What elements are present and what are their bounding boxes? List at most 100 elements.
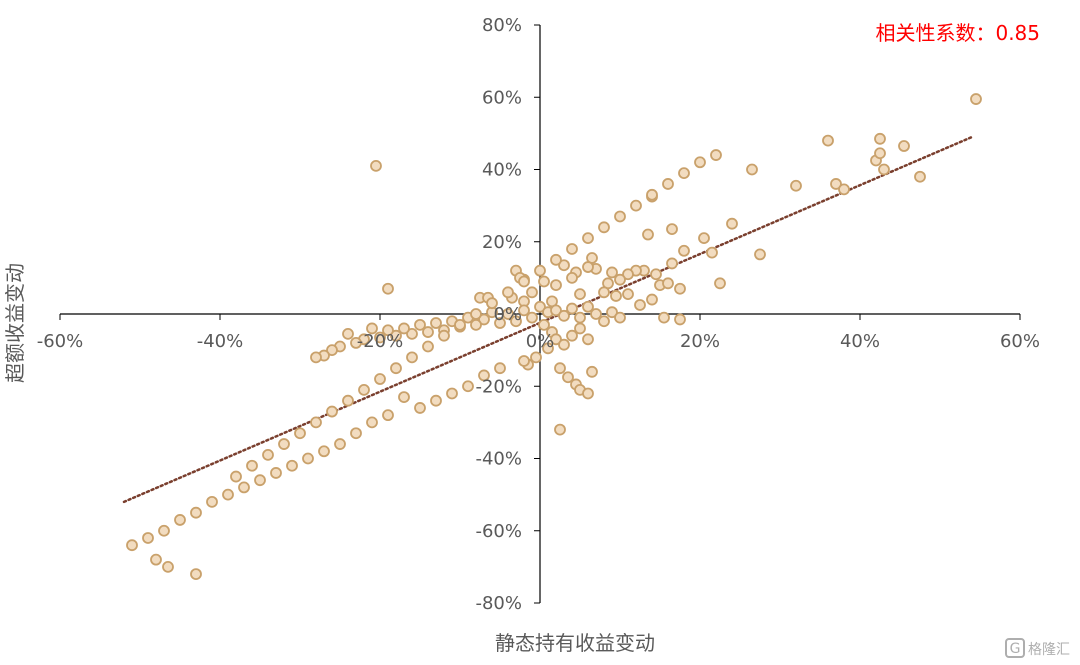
scatter-point [230,470,242,483]
x-tick-label: -40% [197,331,244,352]
scatter-point [462,380,474,393]
scatter-point [494,317,506,329]
y-tick-label: -20% [475,376,522,397]
scatter-point [270,467,282,479]
scatter-point [542,342,554,355]
y-tick-label: 40% [482,160,522,181]
trendline [122,135,974,504]
scatter-point [478,369,490,382]
scatter-point [510,315,522,328]
scatter-point [366,416,378,429]
watermark: G 格隆汇 [1005,638,1070,658]
scatter-point [382,409,394,422]
scatter-point [694,156,706,169]
scatter-point [574,322,586,335]
scatter-point [190,506,202,519]
scatter-point [790,179,802,192]
scatter-point [562,371,574,384]
scatter-point [566,302,578,315]
scatter-point [126,539,138,552]
scatter-point [898,140,910,152]
scatter-point [878,163,890,176]
y-tick-label: -60% [475,521,522,542]
scatter-point [370,159,382,172]
scatter-point [914,170,926,183]
scatter-point [550,253,562,266]
scatter-point [566,243,578,255]
scatter-point [326,405,338,418]
x-axis-title: 静态持有收益变动 [495,631,655,655]
scatter-point [438,329,450,342]
scatter-point [646,188,658,201]
scatter-point [598,315,610,328]
scatter-point [382,324,394,337]
points-group [126,93,982,580]
scatter-point [698,232,710,245]
scatter-point [554,362,566,375]
scatter-point [294,427,306,440]
scatter-point [318,445,330,458]
scatter-point [534,264,546,277]
x-tick-label: 40% [840,331,880,352]
y-tick-label: -80% [475,593,522,614]
scatter-point [334,438,346,450]
scatter-point [406,327,418,340]
scatter-point [406,351,418,364]
scatter-point [666,257,678,270]
scatter-point [606,306,618,319]
scatter-point [390,329,402,342]
scatter-point [574,311,586,324]
x-tick-label: 0% [526,331,555,352]
scatter-point [286,459,298,472]
scatter-point [598,221,610,234]
scatter-point [582,387,594,400]
scatter-point [622,288,634,301]
scatter-point [614,311,626,324]
x-tick-label: -60% [37,331,84,352]
scatter-point [350,427,362,440]
scatter-point [662,178,674,190]
scatter-point [574,288,586,301]
scatter-point [534,300,546,313]
y-tick-label: 80% [482,15,522,36]
scatter-point [518,355,530,367]
scatter-point [710,149,722,161]
scatter-point [390,362,402,375]
scatter-point [874,147,886,160]
scatter-point [414,318,426,331]
scatter-point [470,308,482,320]
scatter-point [374,331,386,344]
scatter-point [714,277,726,290]
y-axis-title: 超额收益变动 [3,263,27,383]
scatter-point [430,317,442,329]
scatter-point [830,178,842,190]
scatter-point [634,299,646,311]
scatter-point [190,568,202,580]
watermark-logo-icon [1005,638,1025,658]
scatter-point [550,279,562,292]
scatter-point [446,387,458,400]
scatter-point [518,275,530,288]
scatter-point [174,514,186,526]
correlation-annotation: 相关性系数：0.85 [875,21,1040,45]
scatter-point [550,304,562,317]
scatter-point [822,134,834,147]
scatter-point [430,394,442,407]
scatter-point [530,351,542,364]
scatter-point [614,210,626,223]
scatter-point [650,268,662,281]
scatter-point [642,228,654,241]
scatter-point [366,322,378,335]
scatter-point [646,293,658,306]
scatter-point [454,318,466,331]
scatter-point [150,553,162,566]
scatter-point [566,329,578,342]
scatter-point [158,524,170,537]
scatter-point [838,183,850,196]
scatter-point [598,286,610,299]
scatter-point [486,297,498,310]
scatter-point [374,373,386,385]
scatter-point [674,313,686,326]
scatter-point [558,309,570,322]
